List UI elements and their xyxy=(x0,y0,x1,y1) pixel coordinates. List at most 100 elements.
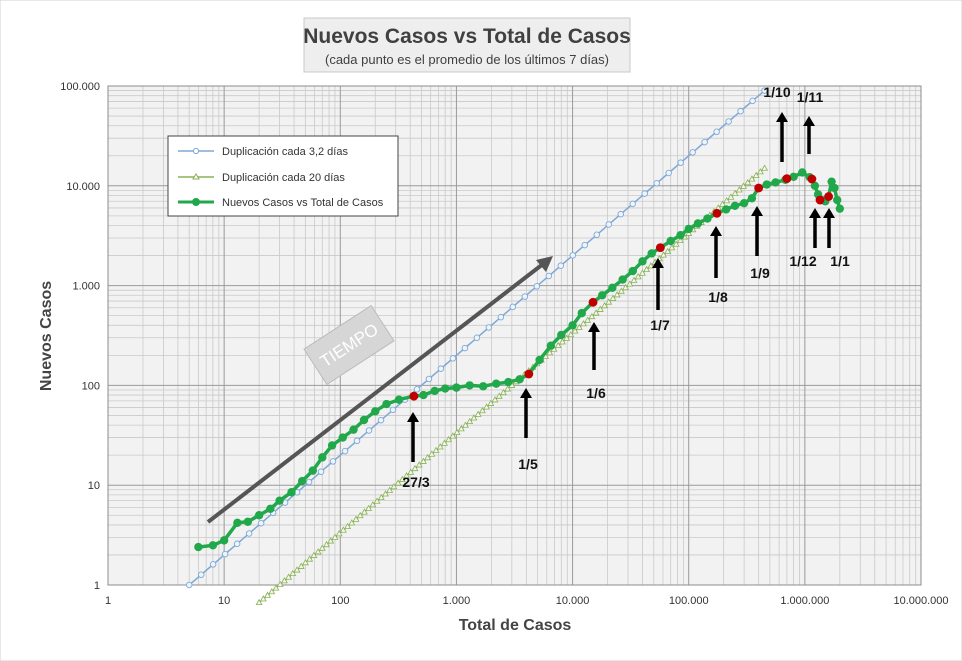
data-point xyxy=(185,581,193,589)
data-point xyxy=(684,224,693,234)
data-point xyxy=(390,482,398,490)
data-point xyxy=(546,341,556,350)
data-point xyxy=(356,511,364,519)
data-point xyxy=(403,472,411,479)
data-point xyxy=(259,595,267,602)
data-point xyxy=(533,283,541,290)
data-point xyxy=(504,377,513,387)
data-point xyxy=(557,330,566,340)
data-point xyxy=(365,427,373,434)
time-arrow-head xyxy=(536,256,553,272)
date-annotation: 1/6 xyxy=(586,322,606,401)
highlight-point xyxy=(782,174,792,184)
data-point xyxy=(677,159,684,166)
data-point xyxy=(194,542,203,552)
data-point xyxy=(305,478,313,486)
data-point xyxy=(737,107,744,115)
data-point xyxy=(257,519,265,527)
legend: Duplicación cada 3,2 días Duplicación ca… xyxy=(167,135,399,217)
date-annotation: 1/11 xyxy=(797,89,823,154)
data-point xyxy=(630,276,638,283)
data-point xyxy=(298,476,307,486)
data-point xyxy=(483,403,491,410)
annotation-arrowhead xyxy=(520,388,532,398)
date-label: 1/1 xyxy=(830,253,850,269)
date-label: 1/5 xyxy=(518,456,538,472)
data-point xyxy=(424,454,432,461)
data-point xyxy=(425,375,433,383)
highlight-point xyxy=(524,369,534,379)
data-point xyxy=(449,355,457,362)
highlight-point xyxy=(409,391,419,401)
data-point xyxy=(382,399,391,409)
date-annotation: 1/7 xyxy=(650,258,670,333)
data-point xyxy=(608,283,617,293)
data-point xyxy=(289,569,297,577)
series-duplicacion-3-2 xyxy=(185,87,768,589)
data-point xyxy=(317,468,325,475)
data-point xyxy=(495,392,503,399)
data-point xyxy=(353,437,361,445)
data-point xyxy=(647,249,656,258)
chart-subtitle: (cada punto es el promedio de los último… xyxy=(325,52,609,67)
data-point xyxy=(377,416,385,424)
data-point xyxy=(577,308,586,318)
data-point xyxy=(676,236,684,244)
data-point xyxy=(504,385,512,392)
data-point xyxy=(618,275,627,284)
data-point xyxy=(497,313,505,321)
data-point xyxy=(264,591,272,598)
data-point xyxy=(266,504,275,514)
data-point xyxy=(554,341,562,349)
data-point xyxy=(638,269,646,276)
data-point xyxy=(301,558,309,566)
data-point xyxy=(245,530,253,537)
data-point xyxy=(377,493,385,501)
data-point xyxy=(293,566,301,573)
data-point xyxy=(323,540,330,548)
data-point xyxy=(478,382,488,391)
annotation-arrowhead xyxy=(823,208,835,218)
data-point xyxy=(730,201,740,211)
data-point xyxy=(647,262,655,269)
data-point xyxy=(197,571,205,578)
data-point xyxy=(373,497,381,504)
data-point xyxy=(701,138,708,146)
data-point xyxy=(470,414,478,421)
data-point xyxy=(275,496,284,505)
data-point xyxy=(725,118,732,125)
data-point xyxy=(491,379,501,388)
data-point xyxy=(419,457,427,464)
date-label: 1/12 xyxy=(789,253,816,269)
data-point xyxy=(255,598,263,606)
data-point xyxy=(588,312,596,320)
data-point xyxy=(693,219,703,228)
data-point xyxy=(314,548,322,555)
data-point xyxy=(344,522,352,530)
y-tick-label: 100.000 xyxy=(60,81,100,93)
data-point xyxy=(575,323,583,330)
data-point xyxy=(546,349,554,356)
time-arrow xyxy=(206,256,553,524)
date-label: 1/8 xyxy=(708,289,728,305)
data-point xyxy=(287,488,296,497)
data-point xyxy=(329,458,337,465)
data-point xyxy=(634,273,642,280)
y-tick-label: 1 xyxy=(94,580,100,592)
chart-title: Nuevos Casos vs Total de Casos xyxy=(303,25,631,48)
data-point xyxy=(209,561,217,568)
x-tick-label: 100 xyxy=(331,595,349,607)
data-point xyxy=(752,171,760,178)
annotation-arrowhead xyxy=(710,226,722,236)
data-point xyxy=(386,486,394,493)
data-point xyxy=(756,168,764,175)
data-point xyxy=(348,519,356,526)
data-point xyxy=(349,425,358,434)
data-point xyxy=(666,236,675,246)
data-point xyxy=(593,231,601,239)
data-point xyxy=(672,240,680,247)
data-point xyxy=(487,399,495,406)
x-tick-label: 1.000.000 xyxy=(780,595,829,607)
data-point xyxy=(371,407,380,416)
data-point xyxy=(545,272,553,280)
